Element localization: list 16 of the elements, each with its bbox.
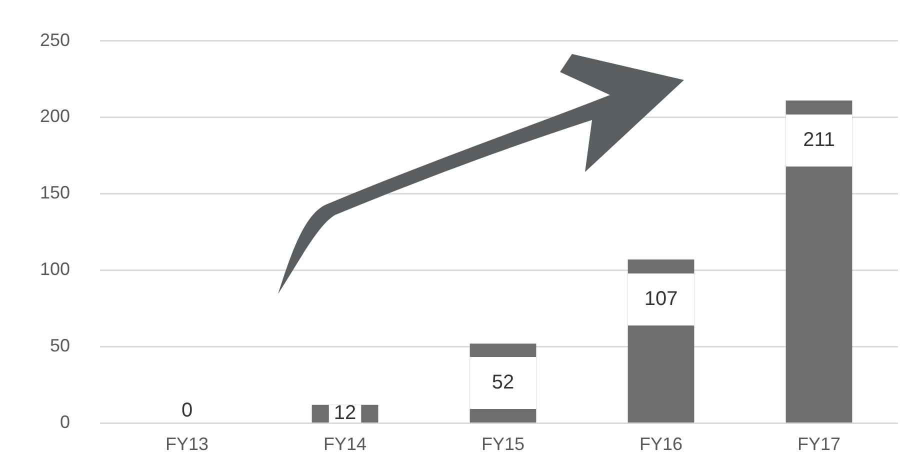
x-tick-label: FY15: [482, 434, 525, 454]
y-tick-label: 0: [60, 412, 70, 432]
x-tick-label: FY13: [166, 434, 209, 454]
data-label: 12: [334, 402, 356, 424]
x-tick-label: FY17: [797, 434, 841, 454]
data-label: 107: [644, 288, 678, 310]
y-tick-label: 100: [40, 259, 70, 280]
x-tick-label: FY16: [639, 434, 683, 454]
y-tick-label: 150: [40, 182, 70, 203]
data-label: 211: [803, 128, 835, 151]
y-tick-label: 50: [50, 336, 70, 356]
x-tick-label: FY14: [324, 434, 367, 454]
data-label: 52: [492, 372, 514, 394]
data-label: 0: [181, 400, 193, 422]
y-tick-label: 250: [40, 30, 70, 50]
y-tick-label: 200: [40, 106, 70, 126]
